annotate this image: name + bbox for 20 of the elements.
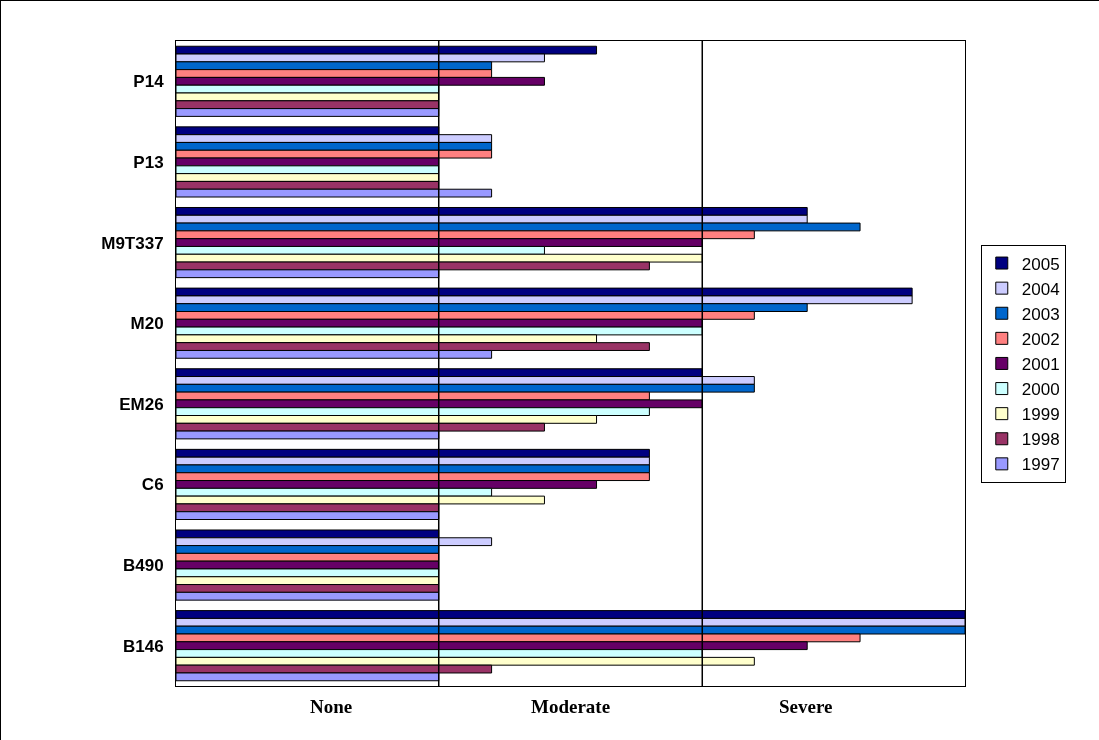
y-tick-label: P14 (133, 72, 165, 92)
legend-label: 1997 (1021, 455, 1060, 475)
legend-label: 2005 (1021, 254, 1060, 274)
text: Severe (779, 696, 833, 717)
y-tick-label: C6 (141, 475, 164, 495)
y-tick-label: B146 (122, 636, 164, 656)
legend-label: 2000 (1021, 380, 1060, 400)
y-tick-label: M20 (130, 314, 164, 334)
legend-label: 1998 (1021, 430, 1060, 450)
legend-label: 2004 (1021, 279, 1060, 299)
text: Moderate (531, 696, 611, 717)
legend-label: 2003 (1021, 304, 1060, 324)
text: None (310, 696, 353, 717)
y-tick-label: M9T337 (101, 233, 164, 253)
legend-label: 2002 (1021, 329, 1060, 349)
y-tick-label: B490 (122, 556, 164, 576)
y-tick-label: EM26 (119, 394, 164, 414)
legend-label: 1999 (1021, 405, 1060, 425)
legend-label: 2001 (1021, 355, 1060, 375)
y-tick-label: P13 (133, 152, 164, 172)
